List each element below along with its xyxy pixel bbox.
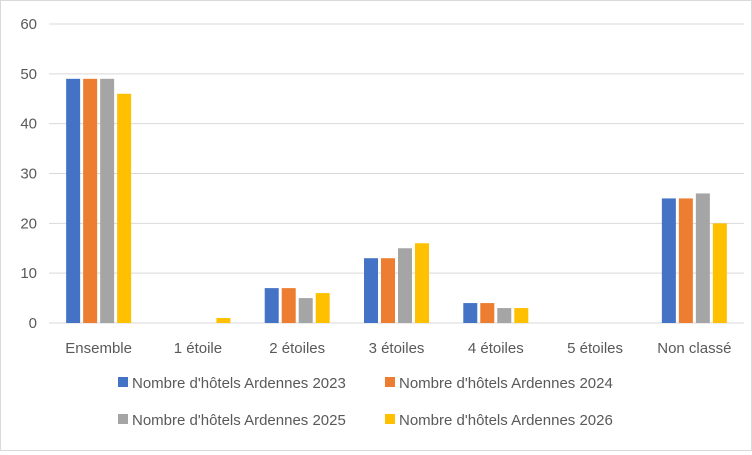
bar bbox=[480, 303, 495, 323]
legend-label: Nombre d'hôtels Ardennes 2024 bbox=[399, 375, 613, 392]
legend-item: Nombre d'hôtels Ardennes 2026 bbox=[385, 412, 613, 429]
x-tick-label: Non classé bbox=[657, 340, 731, 357]
y-axis-ticks: 0 10 20 30 40 50 60 bbox=[20, 16, 37, 332]
legend: Nombre d'hôtels Ardennes 2023 Nombre d'hô… bbox=[118, 375, 613, 429]
bar bbox=[661, 198, 676, 323]
legend-label: Nombre d'hôtels Ardennes 2026 bbox=[399, 412, 613, 429]
y-tick-label: 20 bbox=[20, 215, 37, 232]
bar bbox=[364, 258, 378, 323]
legend-label: Nombre d'hôtels Ardennes 2025 bbox=[132, 412, 346, 429]
x-tick-label: 2 étoiles bbox=[269, 340, 325, 357]
legend-item: Nombre d'hôtels Ardennes 2025 bbox=[118, 412, 346, 429]
bar bbox=[415, 243, 429, 323]
y-tick-label: 0 bbox=[29, 315, 37, 332]
legend-swatch bbox=[385, 414, 395, 424]
legend-swatch bbox=[118, 414, 128, 424]
legend-label: Nombre d'hôtels Ardennes 2023 bbox=[132, 375, 346, 392]
bar bbox=[497, 308, 512, 323]
bar bbox=[463, 303, 478, 323]
bar bbox=[281, 288, 296, 323]
bar bbox=[117, 93, 132, 324]
legend-item: Nombre d'hôtels Ardennes 2023 bbox=[118, 375, 346, 392]
bar bbox=[100, 78, 115, 323]
bar bbox=[216, 318, 231, 323]
y-tick-label: 40 bbox=[20, 116, 37, 133]
x-tick-label: 4 étoiles bbox=[468, 340, 524, 357]
x-tick-label: 1 étoile bbox=[174, 340, 222, 357]
x-tick-label: Ensemble bbox=[65, 340, 132, 357]
bar bbox=[315, 293, 330, 323]
bar bbox=[712, 223, 727, 323]
y-tick-label: 30 bbox=[20, 166, 37, 183]
legend-swatch bbox=[385, 377, 395, 387]
bar bbox=[398, 248, 412, 323]
bar bbox=[83, 78, 98, 323]
x-tick-label: 5 étoiles bbox=[567, 340, 623, 357]
y-tick-label: 60 bbox=[20, 16, 37, 33]
bar bbox=[66, 78, 81, 323]
y-tick-label: 50 bbox=[20, 66, 37, 83]
x-tick-label: 3 étoiles bbox=[369, 340, 425, 357]
bar bbox=[695, 193, 710, 323]
legend-swatch bbox=[118, 377, 128, 387]
bar bbox=[514, 308, 529, 323]
x-axis-ticks: Ensemble 1 étoile 2 étoiles 3 étoiles 4 étoi… bbox=[65, 340, 731, 357]
bar bbox=[678, 198, 693, 323]
bar bbox=[381, 258, 395, 323]
legend-item: Nombre d'hôtels Ardennes 2024 bbox=[385, 375, 613, 392]
bars bbox=[66, 78, 727, 324]
y-tick-label: 10 bbox=[20, 265, 37, 282]
gridlines bbox=[49, 23, 744, 324]
bar bbox=[298, 298, 313, 323]
bar bbox=[264, 288, 279, 323]
